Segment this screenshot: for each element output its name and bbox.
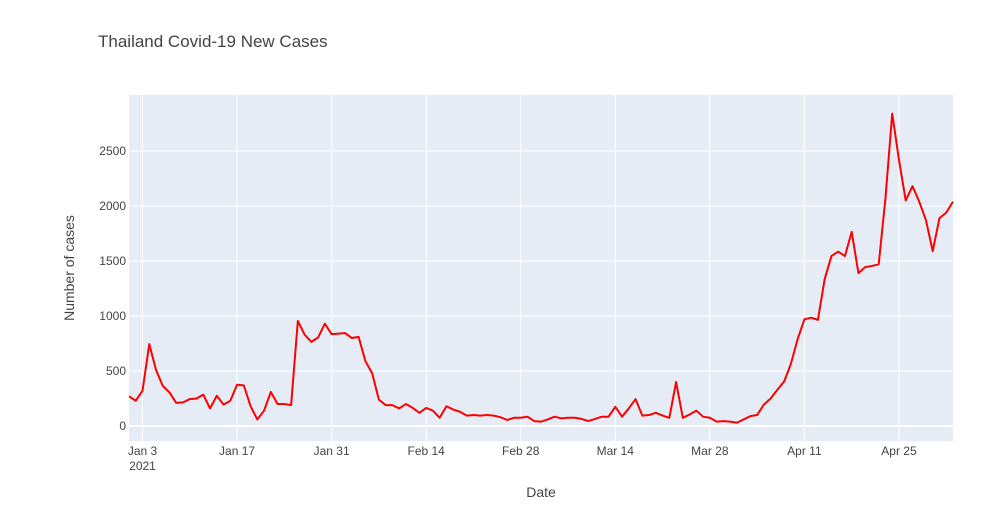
plot-area bbox=[129, 95, 953, 441]
x-tick-label: Mar 28 bbox=[691, 444, 729, 458]
chart-title: Thailand Covid-19 New Cases bbox=[98, 32, 328, 51]
y-tick-label: 2000 bbox=[99, 199, 126, 213]
x-tick-label: Feb 14 bbox=[408, 444, 446, 458]
x-tick-label: Apr 11 bbox=[787, 444, 822, 458]
x-tick-label: Jan 17 bbox=[219, 444, 255, 458]
x-axis-title: Date bbox=[526, 484, 556, 500]
y-tick-label: 500 bbox=[106, 364, 126, 378]
x-tick-label: Jan 31 bbox=[314, 444, 350, 458]
y-axis-title: Number of cases bbox=[61, 215, 77, 321]
data-line bbox=[128, 112, 954, 424]
x-tick-label: Apr 25 bbox=[881, 444, 917, 458]
y-tick-label: 0 bbox=[119, 419, 126, 433]
y-tick-label: 1500 bbox=[99, 254, 126, 268]
x-tick-label: Jan 3 2021 bbox=[128, 444, 158, 473]
x-tick-label: Mar 14 bbox=[597, 444, 635, 458]
x-tick-label: Feb 28 bbox=[502, 444, 540, 458]
y-tick-label: 2500 bbox=[99, 144, 126, 158]
y-tick-label: 1000 bbox=[99, 309, 126, 323]
